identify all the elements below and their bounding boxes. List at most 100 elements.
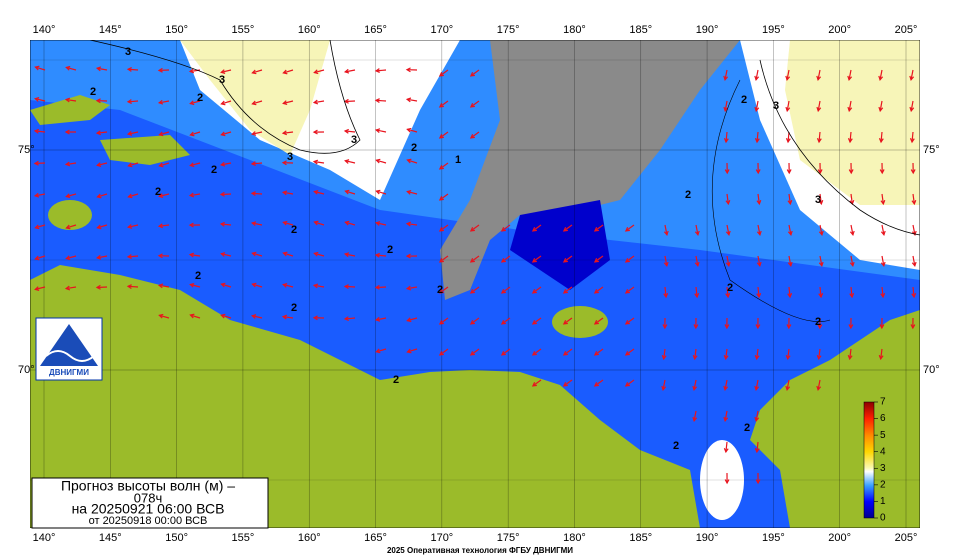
arrow-head	[754, 416, 760, 423]
arrow-head	[313, 220, 319, 226]
longitude-label: 155°	[232, 24, 255, 36]
arrow-head	[374, 98, 380, 103]
arrow-head	[848, 324, 854, 330]
arrow-head	[157, 67, 163, 73]
contour	[759, 59, 920, 236]
latitude-label: 70°	[923, 364, 940, 376]
arrow-head	[724, 169, 730, 175]
arrow-shaft	[724, 410, 728, 421]
arrow-shaft	[66, 193, 77, 198]
arrow-head	[785, 354, 791, 361]
arrow-head	[126, 131, 133, 136]
arrow-head	[724, 324, 730, 330]
arrow-shaft	[594, 224, 604, 232]
arrow-shaft	[625, 317, 635, 325]
island	[48, 200, 92, 230]
arrow-shaft	[625, 224, 635, 232]
arrow-head	[911, 293, 917, 299]
arrow-head	[188, 222, 194, 228]
arrow-shaft	[788, 286, 791, 298]
arrow-shaft	[221, 69, 232, 73]
arrow-head	[95, 66, 102, 72]
arrow-shaft	[726, 255, 730, 266]
colorbar-scale	[863, 401, 875, 519]
arrow-shaft	[819, 224, 823, 235]
arrow-shaft	[817, 69, 821, 80]
arrow-shaft	[501, 224, 511, 232]
contour-label: 1	[455, 154, 461, 166]
title-line: Прогноз высоты волн (м) –	[61, 478, 235, 494]
arrow-head	[818, 199, 824, 206]
arrow-head	[661, 354, 667, 361]
arrow-head	[220, 100, 226, 106]
arrow-head	[188, 192, 195, 198]
arrow-shaft	[756, 131, 759, 143]
contour-label: 2	[291, 302, 297, 314]
arrow-head	[126, 254, 132, 260]
arrow-head	[500, 227, 506, 232]
arrow-shaft	[283, 100, 294, 104]
arrow-shaft	[664, 255, 668, 266]
arrow-head	[785, 106, 791, 113]
arrow-shaft	[788, 193, 791, 204]
arrow-head	[469, 351, 475, 356]
arrow-head	[438, 165, 444, 170]
arrow-shaft	[128, 193, 139, 198]
arrow-shaft	[724, 69, 728, 80]
title-line: от 20250918 00:00 ВСВ	[89, 515, 208, 527]
colorbar-label: 7	[880, 397, 886, 408]
arrow-shaft	[439, 224, 449, 232]
axis-labels: 75° 75° 70° 70° 140° 140° 145° 145° 150° 150°…	[18, 24, 940, 544]
arrow-head	[374, 68, 380, 74]
arrow-head	[343, 316, 349, 322]
contour-label: 2	[155, 186, 161, 198]
arrow-shaft	[695, 286, 698, 298]
arrow-head	[878, 106, 884, 113]
arrow-head	[880, 261, 886, 268]
arrow-shaft	[376, 159, 387, 164]
arrow-head	[312, 159, 319, 165]
arrow-shaft	[283, 316, 294, 319]
contour	[711, 79, 831, 322]
island	[30, 95, 110, 125]
arrow-head	[312, 99, 319, 105]
arrow-shaft	[439, 348, 449, 356]
arrow-shaft	[757, 286, 760, 298]
arrow-head	[593, 227, 599, 232]
arrow-head	[96, 193, 102, 199]
arrow-shaft	[439, 286, 449, 294]
arrow-shaft	[407, 190, 418, 195]
longitude-label: 175°	[497, 24, 520, 36]
arrow-head	[624, 227, 630, 232]
arrow-shaft	[787, 348, 790, 359]
arrow-shaft	[314, 252, 325, 257]
arrow-shaft	[97, 224, 108, 229]
arrow-head	[157, 99, 164, 105]
arrow-head	[593, 320, 599, 325]
arrow-head	[95, 130, 102, 136]
arrow-shaft	[345, 160, 356, 164]
arrow-shaft	[314, 100, 325, 104]
colorbar: 0 1 2 3 4 5 6 7	[863, 397, 886, 524]
arrow-head	[849, 293, 855, 299]
footer: 2025 Оперативная технология ФГБУ ДВНИГМИ	[387, 546, 573, 555]
arrow-shaft	[252, 252, 263, 257]
arrow-head	[849, 230, 855, 237]
arrow-shaft	[159, 100, 170, 104]
contour-label: 3	[351, 134, 357, 146]
arrow-shaft	[625, 255, 635, 263]
arrow-head	[756, 230, 762, 237]
arrow-shaft	[848, 100, 852, 111]
arrow-head	[64, 97, 71, 103]
arrow-head	[158, 313, 164, 319]
arrow-shaft	[127, 68, 139, 71]
arrow-shaft	[881, 286, 884, 298]
arrow-head	[593, 351, 599, 356]
arrow-head	[126, 284, 132, 289]
longitude-label: 205°	[895, 532, 918, 544]
arrow-head	[406, 158, 412, 164]
arrow-shaft	[849, 131, 852, 143]
contour-label: 3	[287, 151, 293, 163]
arrow-head	[725, 293, 731, 299]
arrow-shaft	[66, 66, 77, 71]
